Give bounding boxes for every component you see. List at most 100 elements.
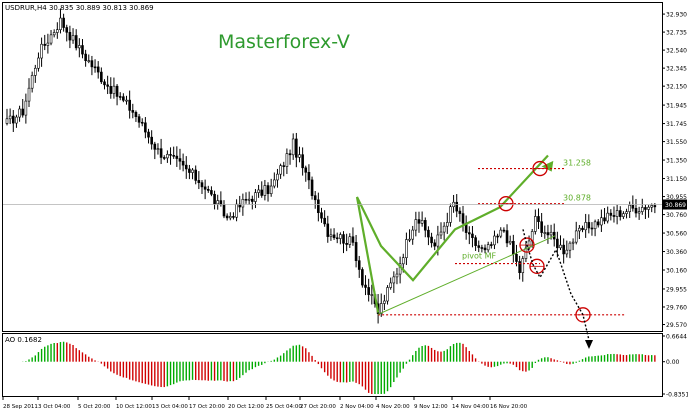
candle-body	[228, 216, 232, 219]
candle-body	[647, 206, 650, 210]
candle-body	[291, 138, 295, 156]
projection-arrow-head	[585, 340, 593, 349]
candle-body	[408, 238, 411, 241]
candle-body	[423, 220, 427, 231]
candle-body	[329, 234, 333, 237]
candle-body	[169, 154, 172, 156]
candle-body	[505, 230, 509, 244]
candle-body	[496, 235, 499, 238]
candle-body	[295, 138, 298, 158]
candle-body	[49, 34, 53, 44]
candle-body	[260, 189, 264, 196]
time-tick-label: 14 Nov 04:00	[452, 404, 490, 410]
price-tick-label: 30.360	[666, 249, 687, 256]
time-tick-label: 17 Oct 20:00	[189, 404, 225, 410]
candle-body	[332, 234, 336, 239]
candle-body	[521, 258, 525, 274]
candle-body	[178, 158, 182, 162]
candle-body	[118, 96, 122, 98]
candle-body	[439, 231, 443, 236]
candle-body	[263, 185, 267, 196]
candle-body	[273, 179, 276, 187]
candle-body	[210, 190, 213, 195]
candle-body	[150, 136, 153, 145]
candle-body	[596, 221, 600, 226]
candle-body	[612, 215, 616, 217]
candle-body	[644, 207, 647, 210]
candle-body	[493, 235, 496, 246]
candle-body	[213, 193, 216, 205]
candle-body	[499, 229, 503, 237]
candle-body	[115, 85, 119, 97]
candle-body	[52, 32, 56, 36]
candle-body	[197, 180, 201, 183]
candle-body	[166, 154, 169, 159]
candle-body	[606, 212, 609, 222]
candle-body	[43, 43, 47, 46]
candle-body	[354, 242, 358, 261]
candle-body	[411, 229, 414, 240]
candle-body	[483, 247, 487, 251]
candle-body	[203, 186, 207, 190]
candle-body	[266, 185, 270, 194]
candle-body	[112, 85, 116, 94]
candle-body	[18, 108, 21, 118]
candle-body	[162, 157, 166, 159]
candle-body	[27, 87, 31, 102]
target-level-label: 31.258	[563, 159, 591, 168]
candle-body	[71, 35, 75, 41]
candle-body	[546, 232, 550, 236]
candle-body	[257, 189, 260, 193]
target-level-label: pivot MF	[462, 252, 497, 261]
candle-body	[8, 115, 12, 120]
candle-body	[188, 168, 191, 173]
price-tick-label: 31.150	[666, 176, 687, 183]
candle-body	[389, 282, 392, 288]
candle-body	[543, 232, 547, 234]
price-tick-label: 32.150	[666, 84, 687, 91]
candle-body	[650, 205, 654, 208]
candle-body	[609, 212, 613, 216]
candle-body	[103, 81, 106, 86]
candle-body	[323, 217, 326, 225]
candle-body	[436, 234, 440, 247]
price-tick-label: 32.735	[666, 30, 687, 37]
candle-body	[361, 269, 364, 286]
candle-body	[395, 273, 399, 278]
time-tick-label: 25 Oct 04:00	[266, 404, 302, 410]
candle-body	[600, 217, 603, 226]
candle-body	[15, 116, 18, 124]
candle-body	[194, 169, 197, 181]
candle-body	[477, 245, 481, 248]
candle-body	[615, 210, 619, 217]
candle-body	[74, 35, 78, 49]
candle-body	[534, 216, 537, 232]
price-tick-label: 29.570	[666, 322, 687, 329]
price-tick-label: 31.350	[666, 158, 687, 165]
candle-body	[279, 165, 282, 175]
candle-body	[24, 100, 28, 116]
candle-body	[225, 215, 229, 219]
candle-body	[430, 236, 433, 244]
candle-body	[216, 200, 220, 205]
candle-body	[455, 201, 459, 212]
candlestick-series	[5, 8, 657, 324]
candle-body	[21, 108, 25, 116]
candle-body	[59, 17, 62, 31]
candle-body	[584, 222, 587, 231]
candle-body	[449, 206, 452, 223]
candle-body	[206, 188, 210, 191]
candle-body	[364, 284, 367, 288]
candle-body	[106, 84, 109, 87]
candle-body	[653, 205, 657, 208]
candle-body	[568, 242, 572, 251]
candle-body	[301, 154, 304, 169]
candle-body	[153, 143, 157, 150]
candle-body	[392, 276, 396, 284]
candle-body	[181, 160, 185, 166]
time-tick-label: 4 Nov 20:00	[376, 404, 410, 410]
candle-body	[339, 234, 342, 239]
